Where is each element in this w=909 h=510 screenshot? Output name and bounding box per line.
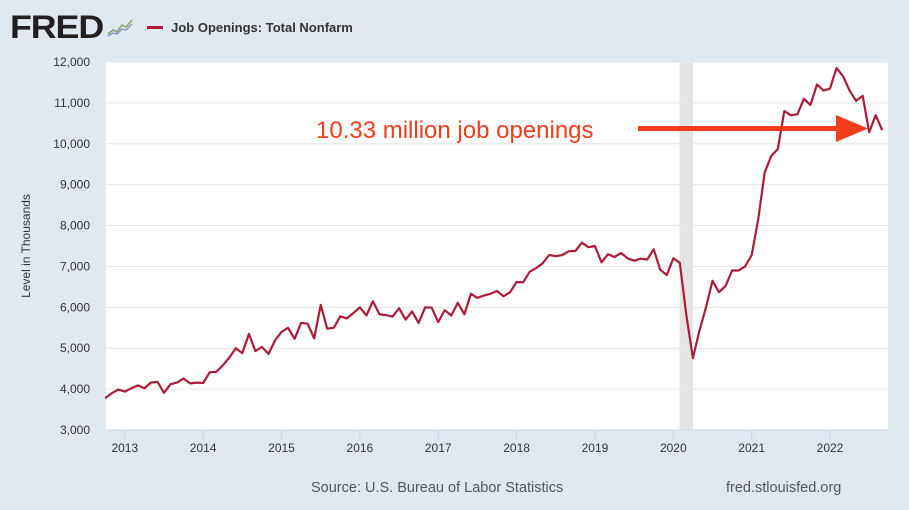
y-tick-label: 12,000 — [53, 55, 90, 69]
y-tick-label: 10,000 — [53, 137, 90, 151]
y-tick-label: 4,000 — [60, 382, 90, 396]
fred-logo[interactable]: FRED — [10, 9, 104, 45]
recession-shading-group — [679, 62, 693, 430]
annotation: 10.33 million job openings — [316, 115, 868, 144]
x-tick-label: 2021 — [738, 441, 765, 455]
x-tick-label: 2015 — [268, 441, 295, 455]
legend-swatch — [147, 25, 164, 29]
x-tick-label: 2016 — [347, 441, 374, 455]
y-tick-label: 3,000 — [60, 423, 90, 437]
x-tick-label: 2018 — [503, 441, 530, 455]
y-tick-label: 9,000 — [60, 178, 90, 192]
x-tick-label: 2013 — [111, 441, 138, 455]
chart-header: FRED Job Openings: Total Nonfarm — [10, 10, 353, 44]
series-line-job-openings[interactable] — [104, 67, 884, 399]
plot-area — [106, 62, 888, 430]
recession-shading — [679, 62, 693, 430]
y-tick-label: 11,000 — [54, 96, 90, 110]
x-axis-ticks: 2013 2014 2015 2016 2017 2018 2019 2020 2021 2022 — [111, 430, 844, 455]
annotation-text: 10.33 million job openings — [316, 117, 594, 144]
x-tick-label: 2017 — [425, 441, 452, 455]
y-tick-label: 6,000 — [60, 300, 90, 314]
site-url[interactable]: fred.stlouisfed.org — [726, 480, 841, 496]
annotation-arrow-shaft — [638, 126, 838, 131]
x-tick-label: 2022 — [817, 441, 844, 455]
x-tick-label: 2019 — [582, 441, 609, 455]
y-tick-label: 7,000 — [60, 259, 90, 273]
legend-label[interactable]: Job Openings: Total Nonfarm — [171, 19, 353, 35]
annotation-arrow-head — [836, 115, 868, 142]
y-axis-ticks: 3,000 4,000 5,000 6,000 7,000 8,000 9,000 10,00… — [53, 55, 90, 437]
x-tick-label: 2014 — [190, 441, 217, 455]
x-tick-label: 2020 — [660, 441, 687, 455]
source-note: Source: U.S. Bureau of Labor Statistics — [311, 480, 563, 496]
chart-sparkline-icon — [107, 17, 134, 37]
y-tick-label: 8,000 — [60, 219, 90, 233]
y-axis-label: Level in Thousands — [19, 194, 33, 298]
y-tick-label: 5,000 — [60, 341, 90, 355]
